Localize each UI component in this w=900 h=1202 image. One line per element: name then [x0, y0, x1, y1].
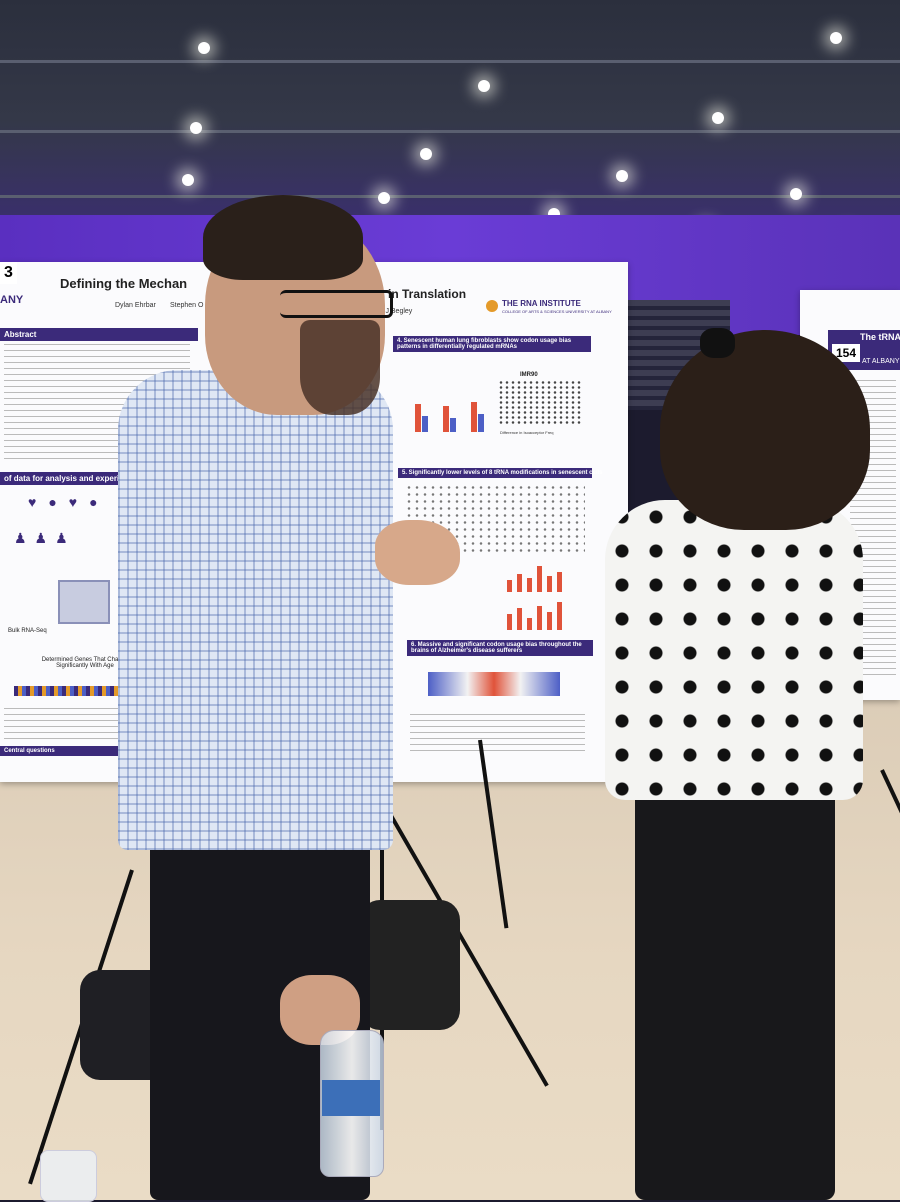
man-checked-shirt: [118, 370, 393, 850]
bottle-label: [322, 1080, 380, 1116]
section-abstract: Abstract: [0, 328, 198, 341]
ceiling-light: [712, 112, 724, 124]
woman-pants: [635, 770, 835, 1200]
chart-bar: [450, 418, 456, 432]
poster-right-title: The tRNA wo: [860, 332, 900, 342]
poster-authors-3: s J Begley: [380, 308, 413, 315]
ceiling-light: [830, 32, 842, 44]
chart-bar: [471, 402, 477, 432]
ceiling-truss: [0, 130, 900, 133]
poster-authors: Dylan Ehrbar: [115, 302, 156, 309]
bar-chart-senescent: [405, 392, 495, 432]
backpack: [360, 900, 460, 1030]
section-alzheimers: 6. Massive and significant codon usage b…: [407, 640, 593, 656]
chart-bar: [517, 574, 522, 592]
chart-bar: [557, 602, 562, 630]
bar-chart-trna-1: [505, 562, 565, 592]
chart-bar: [415, 404, 421, 432]
ceiling-truss: [0, 60, 900, 63]
section-senescent: 4. Senescent human lung fibroblasts show…: [393, 336, 591, 352]
heatmap-strip: [428, 672, 560, 696]
alzheimers-text-block: [410, 714, 585, 754]
ceiling-light: [182, 174, 194, 186]
ceiling-light: [616, 170, 628, 182]
glasses-icon: [280, 290, 393, 318]
isoacceptor-axis-label: Difference in Isoacceptor Freq: [500, 430, 554, 435]
gesturing-hand: [375, 520, 460, 585]
ceiling-light: [790, 188, 802, 200]
poster-title-right: s in Translation: [378, 287, 467, 301]
bar-chart-trna-2: [505, 600, 565, 630]
chart-bar: [507, 580, 512, 592]
determined-genes-label: Determined Genes That Change Significant…: [41, 657, 129, 669]
poster-number: 3: [0, 262, 17, 284]
bulk-rna-seq-label: Bulk RNA-Seq: [8, 628, 47, 634]
chart-bar: [527, 618, 532, 630]
poster-right-university: AT ALBANY: [862, 358, 900, 365]
chart-bar: [507, 614, 512, 630]
woman-hair: [660, 330, 870, 530]
chart-bar: [422, 416, 428, 432]
poster-authors-2: Stephen O: [170, 302, 204, 309]
ceiling-truss: [0, 195, 900, 198]
plastic-cup: [40, 1150, 97, 1202]
data-text-block: [4, 708, 124, 743]
section-trna: 5. Significantly lower levels of 8 tRNA …: [398, 468, 603, 478]
chart-bar: [443, 406, 449, 432]
chart-bar: [547, 576, 552, 592]
codon-strip: [14, 686, 124, 696]
woman-polka-dot-top: [605, 500, 863, 800]
man-beard: [300, 320, 380, 415]
imr90-label: IMR90: [520, 372, 538, 378]
sequencer-icon: [58, 580, 110, 624]
person-icons: ♟♟♟: [14, 530, 76, 546]
chart-bar: [537, 606, 542, 630]
ceiling-light: [378, 192, 390, 204]
chart-bar: [547, 612, 552, 630]
chart-bar: [527, 578, 532, 592]
poster-right-number: 154: [832, 344, 861, 362]
ceiling-light: [420, 148, 432, 160]
scatter-plot: [498, 380, 583, 425]
chart-bar: [478, 414, 484, 432]
chart-bar: [537, 566, 542, 592]
ceiling-light: [478, 80, 490, 92]
poster-title: Defining the Mechan: [60, 276, 188, 291]
albany-logo-text: ANY: [0, 294, 24, 306]
sunglasses-icon: [700, 328, 735, 358]
organ-icons: ♥●♥●: [28, 494, 110, 510]
institute-name: THE RNA INSTITUTE: [502, 299, 581, 308]
institute-sub: COLLEGE OF ARTS & SCIENCES UNIVERSITY AT…: [502, 309, 612, 314]
chart-bar: [557, 572, 562, 592]
ceiling-light: [198, 42, 210, 54]
chart-bar: [517, 608, 522, 630]
rna-institute-logo-icon: [486, 300, 498, 312]
ceiling-light: [190, 122, 202, 134]
man-hair: [203, 195, 363, 280]
central-questions: Central questions: [0, 746, 133, 756]
